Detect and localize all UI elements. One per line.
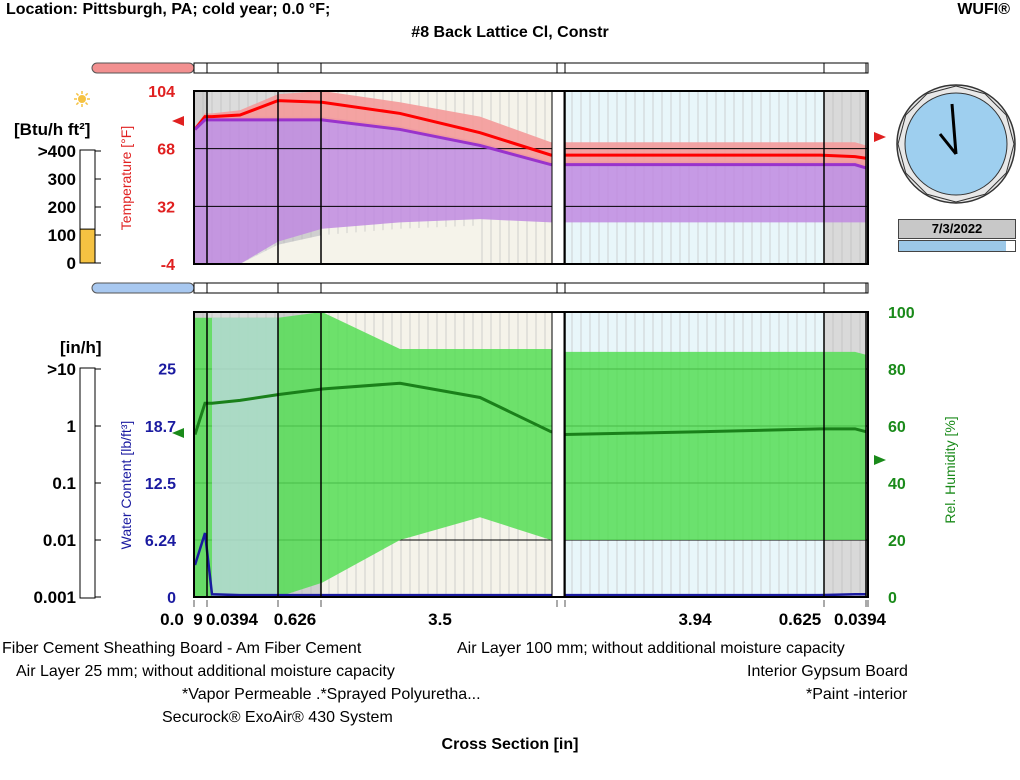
humidity-tick: 0: [888, 590, 897, 607]
year-progress-fill: [899, 241, 1006, 251]
temperature-line: [193, 99, 867, 160]
rain-unit: [in/h]: [60, 338, 102, 357]
monitor-gap: [551, 311, 565, 598]
temperature-tick: -4: [161, 257, 175, 274]
clock-segment: [905, 93, 928, 116]
temperature-plot-frame: [193, 90, 869, 265]
sun-ray: [75, 92, 79, 96]
layer-thickness-label: 0.626: [274, 610, 317, 629]
layer-thickness-label: 0.0394: [206, 610, 259, 629]
layer-thickness-label: 0.0394: [834, 610, 887, 629]
chart-title: #8 Back Lattice Cl, Constr: [411, 24, 609, 41]
surface-strip-top: [91, 62, 195, 74]
clock-segment: [1005, 114, 1015, 145]
rain-tick: >10: [47, 360, 76, 379]
dewpoint-line: [193, 118, 867, 170]
clock-segment: [905, 172, 928, 195]
clock-segment: [897, 143, 907, 174]
rain-bar: [79, 367, 96, 599]
temperature-tick: 32: [157, 199, 175, 216]
clock-segment: [926, 85, 957, 95]
humidity-tick: 80: [888, 362, 906, 379]
humidity-tick: 40: [888, 476, 906, 493]
flux-tick: 200: [48, 198, 76, 217]
clock-segment: [955, 193, 986, 203]
water-content-tick: 0: [167, 590, 176, 607]
outside-temp-marker: [172, 116, 184, 126]
rain-tick: 1: [67, 417, 76, 436]
rain-tick: 0.1: [52, 474, 76, 493]
water-content-axis-label: Water Content [lb/ft³]: [118, 421, 134, 550]
clock-segment: [1005, 143, 1015, 174]
material-label: *Vapor Permeable .*Sprayed Polyuretha...: [182, 686, 481, 703]
humidity-range: [195, 312, 866, 597]
flux-tick: 100: [48, 226, 76, 245]
location-text: Location: Pittsburgh, PA; cold year; 0.0…: [6, 1, 331, 18]
flux-tick: 300: [48, 170, 76, 189]
flux-tick: >400: [38, 142, 76, 161]
sun-icon: [74, 91, 90, 107]
sun-ray: [75, 102, 79, 106]
layer-thickness-label: 3.5: [428, 610, 452, 629]
layer-thickness-label: 3.94: [678, 610, 712, 629]
material-label: Securock® ExoAir® 430 System: [162, 709, 393, 726]
dewpoint-range: [195, 116, 866, 264]
flux-bar-fill: [79, 228, 96, 264]
inside-temp-marker: [874, 132, 886, 142]
outside-rh-marker: [172, 428, 184, 438]
material-label: Interior Gypsum Board: [747, 663, 908, 680]
humidity-tick: 20: [888, 533, 906, 550]
layer-thickness-label: 9: [193, 610, 202, 629]
clock-segment: [926, 193, 957, 203]
temperature-range-gap: [240, 225, 480, 264]
monitor-gap: [551, 90, 565, 265]
date-label: 7/3/2022: [898, 219, 1016, 239]
rain-tick: 0.01: [43, 531, 76, 550]
x-axis-title: Cross Section [in]: [441, 736, 579, 753]
material-label: Air Layer 100 mm; without additional moi…: [457, 640, 845, 657]
sun-ray: [85, 92, 89, 96]
clock-hour-hand: [938, 133, 958, 155]
sun-ray: [85, 102, 89, 106]
water-content-tick: 18.7: [145, 419, 176, 436]
material-label: Air Layer 25 mm; without additional mois…: [16, 663, 395, 680]
flux-tick: 0: [67, 254, 76, 273]
humidity-tick: 60: [888, 419, 906, 436]
layer-thickness-label: 0.0: [160, 610, 184, 629]
year-progress: [898, 240, 1016, 252]
temperature-tick: 104: [148, 84, 175, 101]
layer-thickness-label: 0.625: [779, 610, 822, 629]
material-label: Fiber Cement Sheathing Board - Am Fiber …: [2, 640, 362, 657]
clock-minute-hand: [950, 103, 958, 155]
water-content-tick: 25: [158, 362, 176, 379]
water-content-tick: 12.5: [145, 476, 176, 493]
clock-segment: [897, 114, 907, 145]
humidity-tick: 100: [888, 305, 915, 322]
sun-core: [78, 95, 86, 103]
surface-strip-bottom: [91, 282, 195, 294]
surface-strip-top: [193, 62, 869, 74]
humidity-axis-label: Rel. Humidity [%]: [942, 416, 958, 523]
water-content-range: [212, 317, 278, 597]
moisture-plot-frame: [193, 311, 869, 598]
temperature-axis-label: Temperature [°F]: [118, 126, 134, 230]
brand-label: WUFI®: [957, 1, 1010, 18]
clock-segment: [984, 93, 1007, 116]
inside-rh-marker: [874, 455, 886, 465]
temperature-tick: 68: [157, 142, 175, 159]
material-label: *Paint -interior: [806, 686, 908, 703]
humidity-line: [193, 381, 867, 437]
water-content-line: [193, 532, 866, 597]
clock-segment: [984, 172, 1007, 195]
flux-unit: [Btu/h ft²]: [14, 120, 91, 139]
water-content-tick: 6.24: [145, 533, 176, 550]
surface-strip-bottom: [193, 282, 869, 294]
rain-tick: 0.001: [33, 588, 76, 607]
clock-segment: [955, 85, 986, 95]
